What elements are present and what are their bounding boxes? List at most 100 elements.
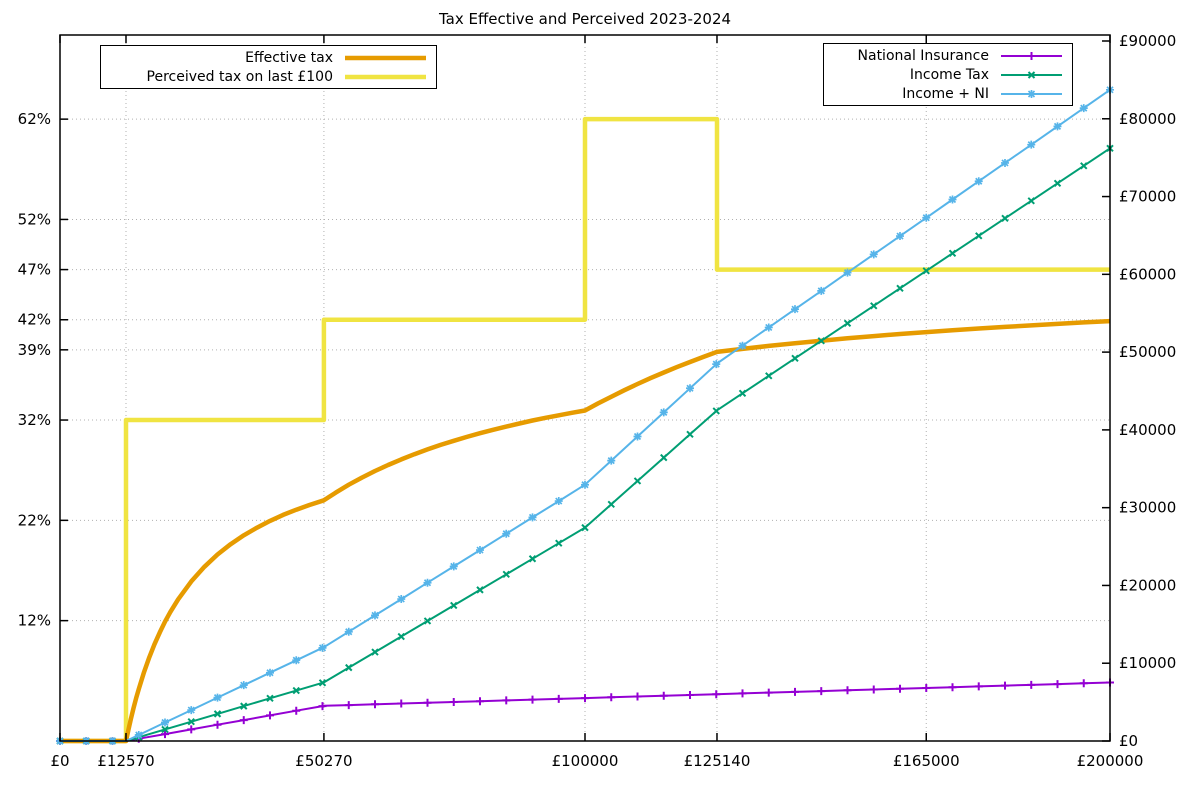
series-marker	[950, 250, 956, 256]
legend-row: Income Tax	[828, 65, 1064, 84]
series-marker	[765, 689, 773, 697]
series-marker	[1002, 215, 1008, 221]
y-left-tick-label: 62%	[18, 110, 51, 128]
series-marker	[713, 408, 719, 414]
x-tick-label: £50270	[295, 752, 352, 770]
x-tick-label: £125140	[684, 752, 751, 770]
y-right-tick-label: £0	[1119, 732, 1138, 750]
legend-label: Perceived tax on last £100	[147, 69, 333, 85]
series-marker	[740, 390, 746, 396]
series-marker	[1081, 163, 1087, 169]
series-marker	[1001, 682, 1009, 690]
y-right-tick-label: £10000	[1119, 654, 1176, 672]
y-right-tick-label: £90000	[1119, 32, 1176, 50]
series-marker	[607, 693, 615, 701]
legend-line-sample	[343, 51, 428, 65]
series-marker	[896, 685, 904, 693]
series-marker	[450, 698, 458, 706]
y-right-tick-label: £20000	[1119, 576, 1176, 594]
x-tick-label: £200000	[1077, 752, 1144, 770]
series-marker	[345, 701, 353, 709]
y-left-tick-label: 42%	[18, 311, 51, 329]
legend-marker-lines: National InsuranceIncome Tax Income + NI	[823, 43, 1073, 106]
legend-line-sample	[999, 49, 1064, 63]
series-marker	[1080, 679, 1088, 687]
plot-area: £0 £12570 £50270 £100000 £125140 £165000 £2000…	[0, 0, 1200, 800]
series-marker	[844, 686, 852, 694]
series-marker	[975, 682, 983, 690]
tax-chart: Tax Effective and Perceived 2023-2024 £0…	[0, 0, 1200, 800]
legend-label: National Insurance	[858, 48, 989, 64]
series-marker	[556, 540, 562, 546]
series-marker	[372, 649, 378, 655]
series-marker	[582, 525, 588, 531]
series-marker	[530, 556, 536, 562]
x-tick-label: £100000	[552, 752, 619, 770]
series-marker	[949, 683, 957, 691]
series-marker	[266, 711, 274, 719]
y-right-tick-label: £50000	[1119, 343, 1176, 361]
x-tick-label: £165000	[893, 752, 960, 770]
y-left-tick-label: 52%	[18, 210, 51, 228]
series-marker	[897, 285, 903, 291]
series-marker	[976, 233, 982, 239]
series-marker	[1055, 180, 1061, 186]
series-marker	[792, 355, 798, 361]
series-marker	[187, 725, 195, 733]
series-marker	[922, 684, 930, 692]
y-right-tick-label: £30000	[1119, 499, 1176, 517]
y-left-tick-label: 32%	[18, 411, 51, 429]
series-marker	[686, 691, 694, 699]
legend-row: Income + NI	[828, 84, 1064, 103]
legend-row: Perceived tax on last £100	[105, 67, 428, 86]
series-marker	[502, 696, 510, 704]
series-marker	[292, 707, 300, 715]
y-left-tick-label: 47%	[18, 261, 51, 279]
legend-thick-lines: Effective tax Perceived tax on last £100	[100, 45, 437, 89]
series-marker	[477, 587, 483, 593]
x-tick-label: £0	[50, 752, 69, 770]
legend-label: Effective tax	[245, 50, 333, 66]
series-marker	[687, 431, 693, 437]
y-left-tick-label: 22%	[18, 511, 51, 529]
y-right-tick-label: £70000	[1119, 188, 1176, 206]
legend-line-sample	[343, 70, 428, 84]
series-marker	[660, 692, 668, 700]
series-marker	[581, 694, 589, 702]
x-tick-label: £12570	[97, 752, 154, 770]
legend-row: National Insurance	[828, 46, 1064, 65]
series-marker	[371, 700, 379, 708]
series-marker	[739, 689, 747, 697]
series-marker	[870, 686, 878, 694]
series-marker	[398, 634, 404, 640]
legend-label: Income + NI	[902, 86, 989, 102]
y-right-tick-label: £80000	[1119, 110, 1176, 128]
series-marker	[635, 478, 641, 484]
series-marker	[503, 571, 509, 577]
series-marker	[1028, 198, 1034, 204]
series-marker	[397, 700, 405, 708]
series-marker	[845, 320, 851, 326]
series-marker	[817, 687, 825, 695]
y-left-tick-label: 12%	[18, 612, 51, 630]
legend-row: Effective tax	[105, 48, 428, 67]
series-marker	[871, 303, 877, 309]
series-marker	[529, 696, 537, 704]
series-marker	[319, 702, 327, 710]
series-marker	[346, 665, 352, 671]
series-marker	[451, 602, 457, 608]
series-marker	[766, 373, 772, 379]
legend-line-sample	[999, 87, 1064, 101]
series-marker	[1054, 680, 1062, 688]
series-marker	[555, 695, 563, 703]
series-marker	[1027, 681, 1035, 689]
series-marker	[634, 693, 642, 701]
series-marker	[476, 697, 484, 705]
series-marker	[791, 688, 799, 696]
series-marker	[214, 721, 222, 729]
y-left-tick-label: 39%	[18, 341, 51, 359]
series-marker	[240, 716, 248, 724]
series-marker	[424, 699, 432, 707]
series-marker	[425, 618, 431, 624]
y-right-tick-label: £40000	[1119, 421, 1176, 439]
